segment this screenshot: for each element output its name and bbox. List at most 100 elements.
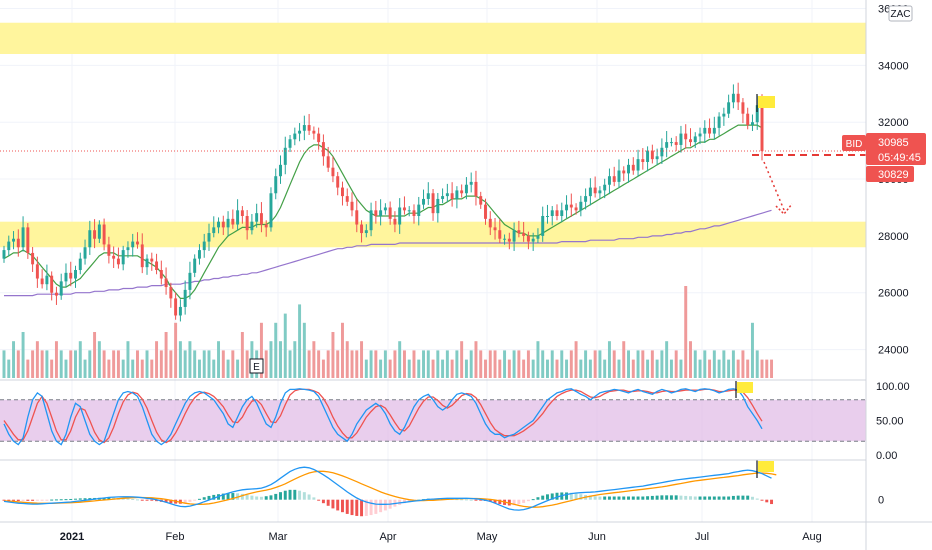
bid-tag[interactable]: BID xyxy=(842,135,866,151)
candle-body[interactable] xyxy=(155,261,159,270)
candle-body[interactable] xyxy=(712,127,716,134)
candle-body[interactable] xyxy=(598,190,602,194)
candle-body[interactable] xyxy=(269,193,273,228)
candle-body[interactable] xyxy=(431,193,435,214)
candle-body[interactable] xyxy=(202,241,206,251)
candle-body[interactable] xyxy=(221,221,225,228)
candle-body[interactable] xyxy=(455,190,459,199)
candle-body[interactable] xyxy=(50,275,54,293)
candle-body[interactable] xyxy=(588,187,592,197)
candle-body[interactable] xyxy=(450,193,454,199)
candle-body[interactable] xyxy=(517,230,521,234)
candle-body[interactable] xyxy=(69,272,73,279)
candle-body[interactable] xyxy=(526,235,530,242)
candle-body[interactable] xyxy=(59,281,63,296)
candle-body[interactable] xyxy=(627,164,630,174)
candle-body[interactable] xyxy=(436,198,440,214)
candle-body[interactable] xyxy=(460,190,464,194)
candle-body[interactable] xyxy=(474,181,478,197)
candle-body[interactable] xyxy=(188,272,192,290)
candle-body[interactable] xyxy=(560,210,564,216)
candle-body[interactable] xyxy=(631,164,635,171)
candle-body[interactable] xyxy=(317,133,321,143)
candle-body[interactable] xyxy=(264,224,268,228)
candle-body[interactable] xyxy=(731,93,735,103)
candle-body[interactable] xyxy=(412,210,416,216)
candle-body[interactable] xyxy=(307,125,311,131)
candle-body[interactable] xyxy=(369,210,373,231)
candle-body[interactable] xyxy=(660,147,664,157)
candle-body[interactable] xyxy=(293,133,297,140)
candle-body[interactable] xyxy=(197,250,201,259)
candle-body[interactable] xyxy=(212,227,216,234)
earnings-marker[interactable]: E xyxy=(249,358,264,374)
candle-body[interactable] xyxy=(484,204,487,219)
candle-body[interactable] xyxy=(607,176,611,185)
candle-body[interactable] xyxy=(722,113,726,117)
candle-body[interactable] xyxy=(364,230,368,234)
candle-body[interactable] xyxy=(116,258,120,265)
candle-body[interactable] xyxy=(445,193,449,197)
candle-body[interactable] xyxy=(250,221,254,231)
candle-body[interactable] xyxy=(641,159,645,162)
candle-body[interactable] xyxy=(331,167,335,177)
candle-body[interactable] xyxy=(636,159,640,171)
candle-body[interactable] xyxy=(417,204,421,216)
candle-body[interactable] xyxy=(159,270,163,279)
candle-body[interactable] xyxy=(321,142,325,157)
candle-body[interactable] xyxy=(493,227,497,231)
candle-body[interactable] xyxy=(398,207,402,225)
candle-body[interactable] xyxy=(388,207,392,219)
candlesticks[interactable] xyxy=(2,82,764,322)
candle-body[interactable] xyxy=(207,233,211,242)
candle-body[interactable] xyxy=(131,241,135,248)
candle-body[interactable] xyxy=(174,298,178,316)
candle-body[interactable] xyxy=(78,258,82,270)
candle-body[interactable] xyxy=(736,93,740,103)
candle-body[interactable] xyxy=(565,204,569,211)
candle-body[interactable] xyxy=(393,218,397,225)
candle-body[interactable] xyxy=(383,207,387,211)
candle-body[interactable] xyxy=(717,116,721,128)
macd-flag-marker[interactable] xyxy=(758,461,774,472)
candle-body[interactable] xyxy=(40,278,44,285)
flag-marker[interactable] xyxy=(758,96,775,108)
candle-body[interactable] xyxy=(302,125,306,131)
candle-body[interactable] xyxy=(259,213,263,225)
candle-body[interactable] xyxy=(374,210,378,216)
candle-body[interactable] xyxy=(150,258,154,262)
candle-body[interactable] xyxy=(255,213,259,222)
stochastic-pane[interactable] xyxy=(0,381,866,446)
candle-body[interactable] xyxy=(689,139,692,143)
candle-body[interactable] xyxy=(169,287,173,299)
candle-body[interactable] xyxy=(665,142,669,148)
candle-body[interactable] xyxy=(579,201,583,211)
candle-body[interactable] xyxy=(35,264,39,279)
candle-body[interactable] xyxy=(326,156,330,168)
candle-body[interactable] xyxy=(2,250,6,259)
candle-body[interactable] xyxy=(593,187,597,194)
candle-body[interactable] xyxy=(507,238,511,242)
candle-body[interactable] xyxy=(760,105,764,152)
candle-body[interactable] xyxy=(240,210,244,216)
candle-body[interactable] xyxy=(650,150,654,160)
candle-body[interactable] xyxy=(112,255,116,259)
candle-body[interactable] xyxy=(360,224,364,234)
candle-body[interactable] xyxy=(121,250,125,265)
candle-body[interactable] xyxy=(183,289,187,307)
candle-body[interactable] xyxy=(45,275,49,285)
candle-body[interactable] xyxy=(512,230,516,242)
candle-body[interactable] xyxy=(217,221,221,228)
candle-body[interactable] xyxy=(64,272,68,282)
candle-body[interactable] xyxy=(746,113,750,126)
candle-body[interactable] xyxy=(555,210,559,216)
candle-body[interactable] xyxy=(236,210,240,225)
candle-body[interactable] xyxy=(288,139,292,148)
candle-body[interactable] xyxy=(498,230,502,239)
candle-body[interactable] xyxy=(464,184,468,194)
candle-body[interactable] xyxy=(479,196,483,205)
candle-body[interactable] xyxy=(522,233,526,236)
candle-body[interactable] xyxy=(231,218,235,225)
bid-price-tag[interactable]: 30829 xyxy=(866,166,914,182)
